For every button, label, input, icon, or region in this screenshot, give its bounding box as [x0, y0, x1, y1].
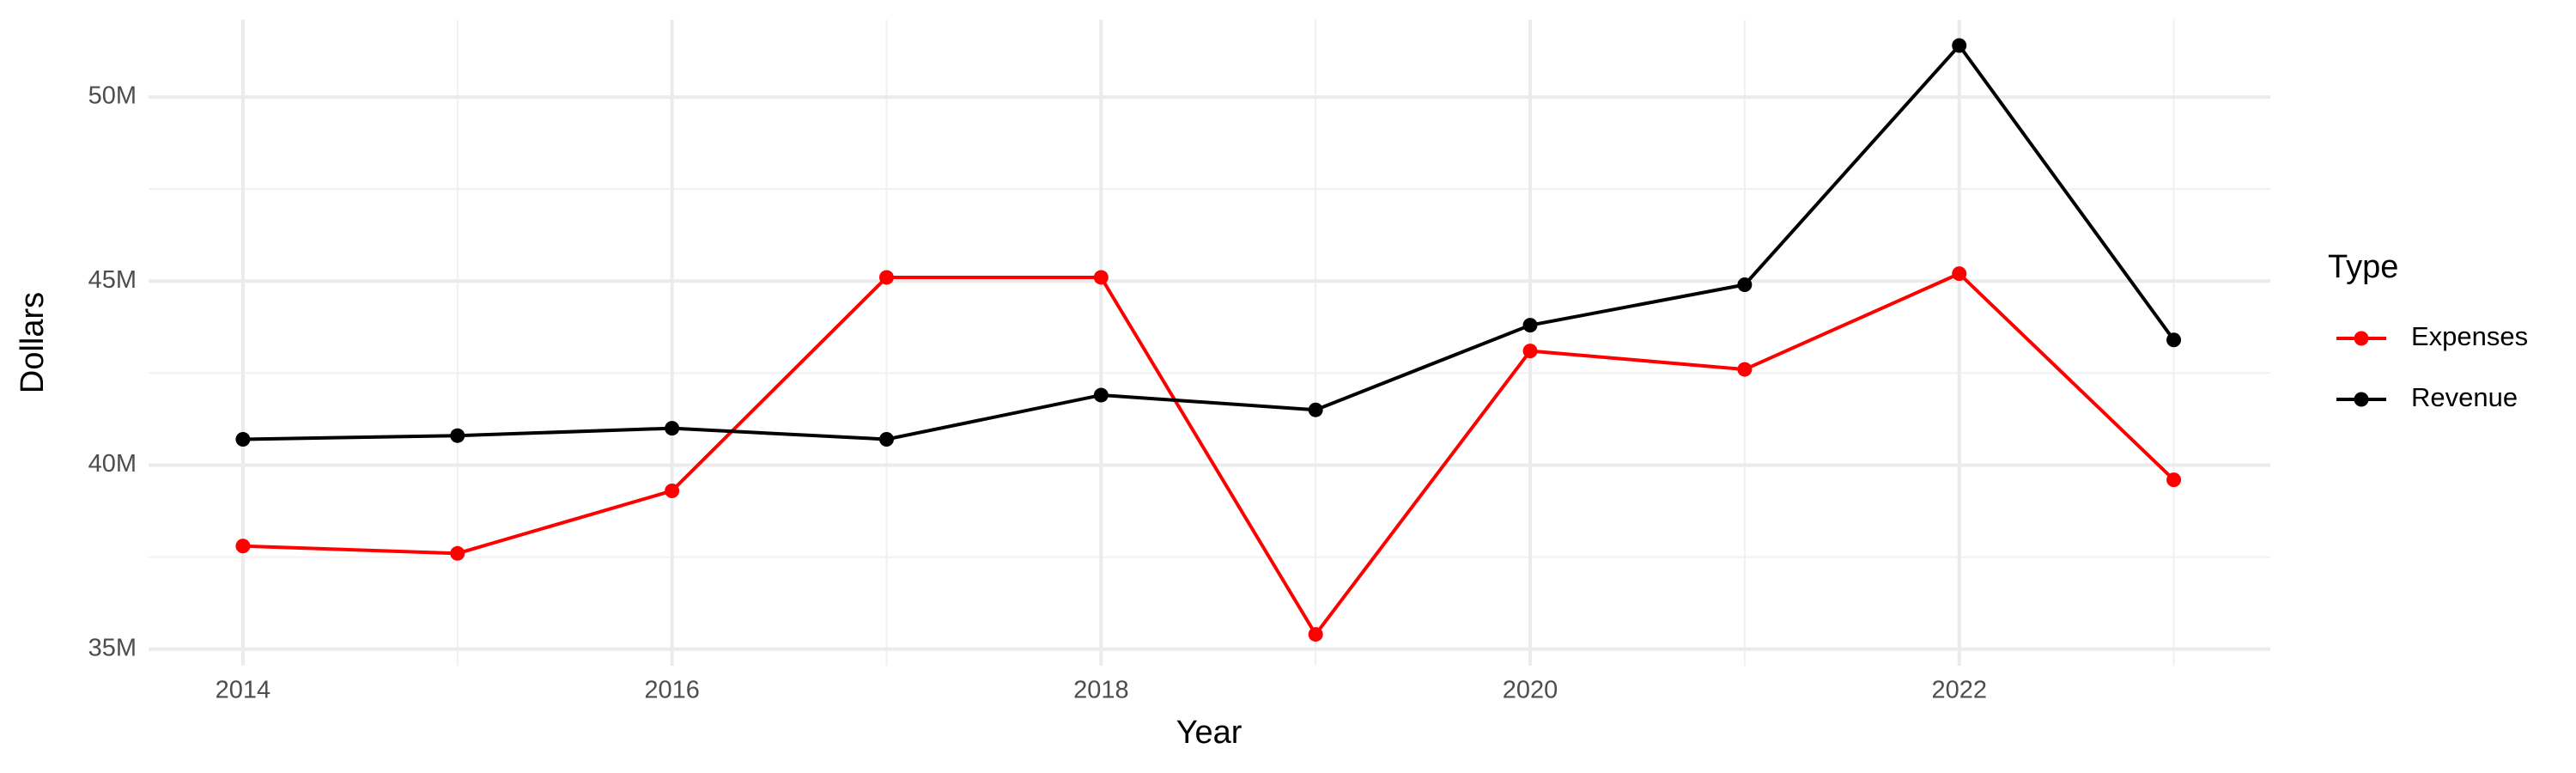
- data-point: [665, 421, 680, 436]
- data-point: [1952, 38, 1967, 53]
- data-point: [1093, 387, 1109, 403]
- y-tick-label: 50M: [88, 82, 137, 110]
- x-axis-title: Year: [1176, 715, 1242, 751]
- data-point: [450, 428, 465, 443]
- legend-label: Expenses: [2411, 321, 2528, 351]
- legend-label: Revenue: [2411, 382, 2518, 412]
- data-point: [2166, 332, 2182, 348]
- y-tick-label: 45M: [88, 266, 137, 294]
- data-point: [1737, 362, 1753, 377]
- data-point: [2166, 472, 2182, 488]
- x-tick-label: 2018: [1073, 677, 1129, 704]
- series-line: [242, 271, 2175, 638]
- legend-title: Type: [2328, 249, 2398, 285]
- data-point: [1952, 266, 1967, 282]
- y-tick-label: 40M: [88, 450, 137, 478]
- x-tick-label: 2020: [1503, 677, 1558, 704]
- legend-key-point: [2354, 392, 2369, 407]
- data-point: [1093, 270, 1109, 285]
- data-point: [1308, 627, 1323, 642]
- legend-key-point: [2354, 331, 2369, 346]
- x-tick-label: 2014: [216, 677, 271, 704]
- data-point: [235, 539, 251, 554]
- x-tick-label: 2016: [644, 677, 700, 704]
- data-point: [1522, 344, 1538, 359]
- data-point: [1737, 277, 1753, 293]
- grid: [149, 20, 2270, 666]
- data-point: [450, 545, 465, 561]
- series-line: [242, 42, 2176, 441]
- x-tick-label: 2022: [1931, 677, 1987, 704]
- y-tick-label: 35M: [88, 634, 137, 661]
- data-point: [878, 270, 894, 285]
- y-axis-title: Dollars: [15, 292, 51, 393]
- data-point: [1308, 402, 1323, 417]
- data-point: [878, 431, 894, 447]
- data-point: [1522, 318, 1538, 333]
- data-point: [665, 483, 680, 498]
- data-point: [235, 431, 251, 447]
